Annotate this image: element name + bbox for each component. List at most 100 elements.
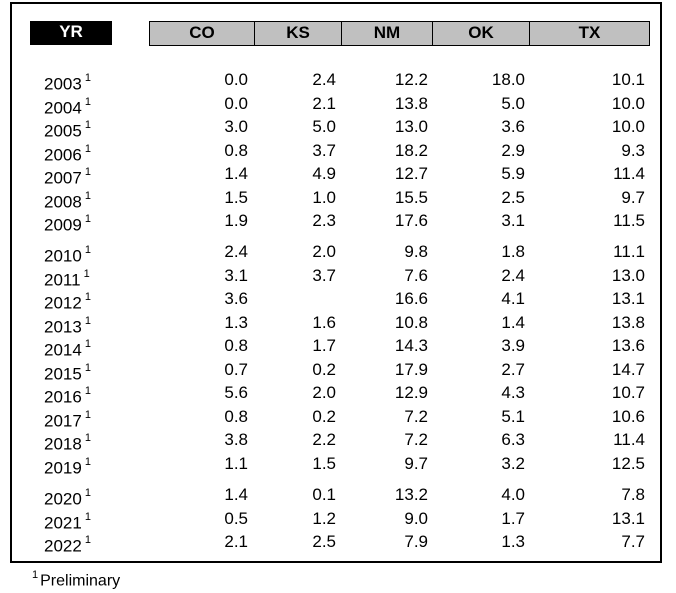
value-cell-ok: 3.9 [501, 336, 525, 355]
value-cell-co: 0.5 [224, 509, 248, 528]
value-cell-tx: 14.7 [611, 360, 645, 379]
value-cell-co: 1.3 [224, 313, 248, 332]
year-cell: 2008 1 [44, 187, 91, 214]
value-cell-tx: 11.4 [613, 430, 645, 449]
table-row: 2007 1 1.4 4.9 12.7 5.9 11.4 [0, 163, 676, 188]
value-cell-ok: 2.4 [501, 266, 525, 285]
value-cell-nm: 7.2 [404, 430, 428, 449]
value-cell-ok: 1.4 [501, 313, 525, 332]
footnote-text: Preliminary [40, 572, 121, 590]
value-cell-ok: 4.1 [501, 289, 525, 308]
value-cell-co: 0.0 [224, 70, 248, 89]
table-row: 2021 1 0.5 1.2 9.0 1.7 13.1 [0, 508, 676, 533]
value-cell-tx: 10.1 [611, 70, 645, 89]
value-cell-ok: 3.2 [501, 454, 525, 473]
table-frame [10, 2, 662, 563]
value-cell-ks: 0.1 [312, 485, 336, 504]
value-cell-ok: 4.3 [501, 383, 525, 402]
value-cell-ks: 5.0 [312, 117, 336, 136]
footnote-ref: 1 [84, 72, 91, 84]
table-row: 2019 1 1.1 1.5 9.7 3.2 12.5 [0, 453, 676, 478]
table-row: 2020 1 1.4 0.1 13.2 4.0 7.8 [0, 484, 676, 509]
year-cell: 2011 1 [44, 265, 90, 292]
year-label: 2021 [44, 513, 82, 533]
header-divider [254, 22, 255, 45]
value-cell-tx: 9.3 [621, 141, 645, 160]
value-cell-ks: 2.0 [312, 383, 336, 402]
value-cell-co: 3.1 [224, 266, 248, 285]
year-cell: 2010 1 [44, 241, 91, 268]
value-cell-ks: 2.3 [312, 211, 336, 230]
year-label: 2020 [44, 489, 82, 509]
year-label: 2019 [44, 458, 82, 478]
footnote-ref: 1 [84, 511, 91, 523]
value-cell-nm: 17.6 [394, 211, 428, 230]
year-label: 2017 [44, 411, 82, 431]
footnote-ref: 1 [84, 143, 91, 155]
value-cell-tx: 10.7 [611, 383, 645, 402]
table-row: 2022 1 2.1 2.5 7.9 1.3 7.7 [0, 531, 676, 556]
year-cell: 2021 1 [44, 508, 91, 535]
value-cell-ks: 0.2 [312, 360, 336, 379]
year-cell: 2016 1 [44, 382, 91, 409]
value-cell-nm: 7.2 [404, 407, 428, 426]
value-cell-ok: 6.3 [501, 430, 525, 449]
value-cell-ks: 0.2 [312, 407, 336, 426]
header-co: CO [189, 23, 215, 42]
value-cell-co: 3.6 [224, 289, 248, 308]
year-cell: 2022 1 [44, 531, 91, 558]
value-cell-nm: 13.8 [394, 94, 428, 113]
year-cell: 2005 1 [44, 116, 91, 143]
year-cell: 2019 1 [44, 453, 91, 480]
footnote-ref: 1 [84, 385, 91, 397]
value-cell-nm: 16.6 [394, 289, 428, 308]
value-cell-ok: 3.6 [501, 117, 525, 136]
value-cell-nm: 14.3 [394, 336, 428, 355]
value-cell-tx: 7.8 [621, 485, 645, 504]
value-cell-ks: 2.2 [312, 430, 336, 449]
year-cell: 2020 1 [44, 484, 91, 511]
footnote-ref: 1 [84, 456, 91, 468]
value-cell-ok: 18.0 [491, 70, 525, 89]
header-divider [529, 22, 530, 45]
value-cell-ks: 1.2 [312, 509, 336, 528]
value-cell-co: 1.1 [224, 454, 248, 473]
value-cell-co: 3.0 [224, 117, 248, 136]
footnote-ref: 1 [83, 268, 90, 280]
value-cell-co: 0.0 [224, 94, 248, 113]
header-yr: YR [30, 21, 112, 45]
value-cell-ks: 1.5 [312, 454, 336, 473]
footnote-ref: 1 [84, 244, 91, 256]
value-cell-nm: 13.0 [394, 117, 428, 136]
table-row: 2006 1 0.8 3.7 18.2 2.9 9.3 [0, 140, 676, 165]
footnote-ref: 1 [84, 166, 91, 178]
header-ok: OK [468, 23, 494, 42]
year-cell: 2009 1 [44, 210, 91, 237]
value-cell-tx: 7.7 [621, 532, 645, 551]
value-cell-tx: 13.1 [611, 509, 645, 528]
year-label: 2014 [44, 340, 82, 360]
year-cell: 2018 1 [44, 429, 91, 456]
value-cell-tx: 13.1 [611, 289, 645, 308]
table-row: 2018 1 3.8 2.2 7.2 6.3 11.4 [0, 429, 676, 454]
table-row: 2010 1 2.4 2.0 9.8 1.8 11.1 [0, 241, 676, 266]
year-cell: 2012 1 [44, 288, 91, 315]
year-label: 2013 [44, 317, 82, 337]
value-cell-tx: 13.0 [611, 266, 645, 285]
table-row: 2011 1 3.1 3.7 7.6 2.4 13.0 [0, 265, 676, 290]
value-cell-ks: 2.5 [312, 532, 336, 551]
year-label: 2006 [44, 145, 82, 165]
year-cell: 2017 1 [44, 406, 91, 433]
year-cell: 2003 1 [44, 69, 91, 96]
year-label: 2005 [44, 121, 82, 141]
year-label: 2022 [44, 536, 82, 556]
value-cell-ks: 4.9 [312, 164, 336, 183]
table-row: 2009 1 1.9 2.3 17.6 3.1 11.5 [0, 210, 676, 235]
value-cell-co: 1.5 [224, 188, 248, 207]
year-cell: 2006 1 [44, 140, 91, 167]
value-cell-ks: 3.7 [312, 141, 336, 160]
value-cell-ks: 2.4 [312, 70, 336, 89]
value-cell-nm: 10.8 [394, 313, 428, 332]
year-label: 2003 [44, 74, 82, 94]
value-cell-nm: 7.6 [404, 266, 428, 285]
